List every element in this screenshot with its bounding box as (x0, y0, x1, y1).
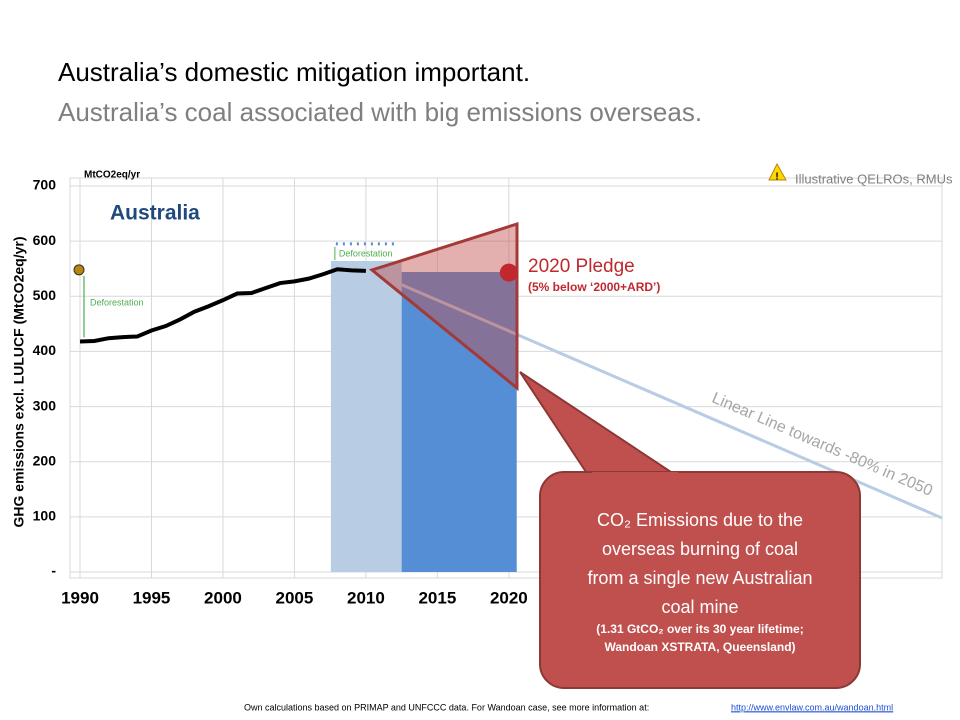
plot-frame (69, 177, 943, 579)
y-tick-label: 100 (33, 508, 57, 524)
x-tick-label: 2000 (204, 588, 242, 607)
callout-line: from a single new Australian (587, 568, 812, 588)
y-tick-label: 300 (33, 397, 57, 413)
y-axis-label: GHG emissions excl. LULUCF (MtCO2eq/yr) (11, 237, 27, 528)
bar (330, 260, 402, 572)
callout-small: (1.31 GtCO₂ over its 30 year lifetime; (596, 622, 803, 636)
pledge-sublabel: (5% below ‘2000+ARD’) (528, 280, 660, 294)
callout-line: coal mine (661, 597, 738, 617)
footnote-link[interactable]: http://www.envlaw.com.au/wandoan.html (731, 702, 893, 712)
callout-box (539, 471, 861, 689)
pledge-label: 2020 Pledge (528, 256, 635, 277)
slide-title: Australia’s domestic mitigation importan… (58, 57, 530, 87)
warning-mark: ! (775, 172, 778, 183)
highlight-triangle (368, 221, 519, 392)
footnote-link-text[interactable]: http://www.envlaw.com.au/wandoan.html (731, 702, 893, 712)
x-tick-label: 2005 (276, 588, 314, 607)
y-tick-label: 500 (33, 287, 57, 303)
callout-line: overseas burning of coal (602, 539, 798, 559)
deforestation-dot (73, 264, 85, 276)
x-tick-label: 2020 (490, 588, 528, 607)
x-tick-label: 2010 (347, 588, 385, 607)
y-tick-label: - (51, 563, 56, 579)
x-tick-label: 2015 (418, 588, 456, 607)
x-tick-label: 1995 (133, 588, 171, 607)
callout-small: Wandoan XSTRATA, Queensland) (604, 640, 795, 654)
chart-title: Australia (110, 202, 200, 225)
y-tick-label: 400 (33, 342, 57, 358)
slide-subtitle: Australia’s coal associated with big emi… (58, 97, 702, 127)
y-tick-label: 200 (33, 452, 57, 468)
warning-icon (768, 162, 787, 181)
emissions-line (79, 267, 366, 344)
pledge-dot (499, 263, 518, 282)
y-tick-label: 600 (33, 232, 57, 248)
unit-label: MtCO2eq/yr (84, 170, 140, 181)
deforestation-label: Deforestation (90, 297, 144, 307)
x-tick-label: 1990 (61, 588, 99, 607)
callout-line: CO₂ Emissions due to the (597, 510, 803, 530)
footnote: Own calculations based on PRIMAP and UNF… (244, 702, 649, 712)
deforestation-label: Deforestation (339, 248, 393, 258)
y-tick-label: 700 (33, 177, 57, 193)
corner-note: Illustrative QELROs, RMUs (795, 171, 953, 186)
overlay: 2020 Pledge (5% below ‘2000+ARD’) CO₂ Emis… (368, 221, 861, 689)
callout-seam (592, 472, 678, 480)
bar (401, 272, 517, 572)
